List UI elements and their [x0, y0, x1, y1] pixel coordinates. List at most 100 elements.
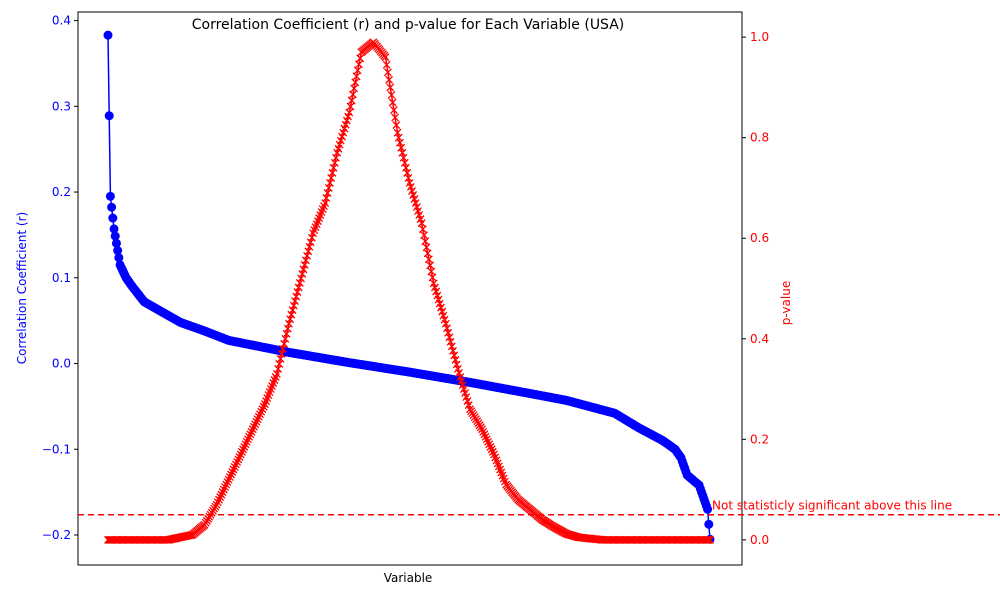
p-point: [303, 251, 312, 260]
p-point: [479, 427, 488, 436]
p-point: [253, 415, 262, 424]
p-point: [256, 410, 264, 419]
r-point: [703, 504, 713, 514]
p-point: [424, 255, 433, 264]
p-point: [286, 315, 295, 324]
p-point: [427, 267, 436, 276]
plot-frame: [77, 11, 743, 566]
p-point: [347, 96, 356, 105]
p-point: [187, 531, 196, 540]
p-point: [382, 60, 391, 69]
p-point: [254, 412, 263, 421]
p-point: [706, 535, 714, 544]
p-point: [217, 490, 226, 499]
series-r: [103, 30, 715, 544]
p-point: [301, 256, 310, 265]
p-point: [222, 480, 231, 489]
y-axis-left: −0.2 −0.1 0.0 0.1 0.2 0.3 0.4: [42, 14, 78, 542]
p-point: [417, 219, 426, 228]
p-point: [241, 440, 250, 449]
p-point: [258, 405, 267, 414]
p-point: [486, 442, 495, 451]
p-point: [221, 483, 229, 492]
p-point: [247, 427, 256, 436]
p-point: [345, 108, 354, 117]
y-right-tick-label: 0.0: [750, 533, 769, 547]
p-point: [480, 430, 489, 439]
p-point: [391, 113, 400, 122]
p-point: [389, 106, 398, 114]
p-point: [356, 54, 365, 63]
r-point: [108, 213, 118, 223]
p-point: [224, 475, 233, 484]
p-point: [219, 485, 228, 494]
r-point: [104, 111, 114, 121]
chart-title: Correlation Coefficient (r) and p-value …: [192, 17, 625, 33]
p-point: [451, 355, 460, 364]
p-point: [426, 261, 435, 270]
p-point: [259, 402, 268, 411]
p-point: [229, 465, 238, 474]
p-point: [444, 328, 453, 337]
p-point: [392, 121, 401, 130]
y-left-tick-label: 0.4: [52, 14, 71, 28]
p-point: [305, 242, 314, 251]
y-axis-right: 0.0 0.2 0.4 0.6 0.8 1.0: [742, 30, 769, 547]
p-point: [243, 435, 252, 444]
p-point: [300, 260, 309, 269]
p-point: [421, 237, 430, 246]
p-point: [423, 249, 432, 258]
p-point: [240, 442, 249, 451]
p-point: [236, 450, 245, 459]
p-point: [445, 333, 454, 342]
p-point: [233, 457, 242, 466]
p-point: [385, 75, 394, 84]
p-point: [257, 407, 266, 416]
r-point: [111, 238, 121, 248]
p-point: [251, 420, 260, 429]
threshold-line: Not statisticly significant above this l…: [78, 499, 1000, 516]
r-point: [103, 30, 113, 40]
p-point: [487, 445, 496, 454]
p-point: [248, 425, 257, 434]
y-left-tick-label: 0.2: [52, 185, 71, 199]
p-point: [446, 337, 455, 346]
y-right-tick-label: 0.2: [750, 432, 769, 446]
p-point: [482, 435, 491, 444]
p-point: [250, 422, 258, 431]
p-point: [703, 535, 712, 544]
p-point: [230, 463, 239, 471]
p-point: [289, 301, 298, 310]
threshold-label: Not statisticly significant above this l…: [712, 499, 952, 513]
p-point: [346, 102, 355, 111]
p-point: [422, 243, 431, 252]
y-left-tick-label: 0.1: [52, 271, 71, 285]
y-left-tick-label: −0.2: [42, 528, 71, 542]
p-point: [348, 90, 357, 99]
p-point: [213, 498, 222, 507]
p-point: [294, 283, 303, 292]
p-point: [228, 468, 237, 476]
p-point: [353, 66, 362, 75]
p-point: [223, 478, 232, 487]
p-point: [246, 430, 255, 439]
p-point: [485, 440, 494, 449]
p-point: [420, 231, 429, 240]
p-point: [702, 535, 711, 544]
r-point: [107, 202, 117, 212]
series-r-line: [107, 35, 711, 540]
p-point: [447, 342, 456, 351]
r-point: [114, 253, 124, 263]
series-p: [104, 38, 714, 544]
r-point: [110, 231, 120, 241]
p-point: [481, 432, 490, 441]
p-point: [704, 535, 713, 544]
p-point: [239, 445, 248, 454]
p-point: [306, 238, 315, 247]
p-point: [242, 437, 251, 446]
p-point: [212, 500, 221, 509]
p-point: [351, 78, 360, 87]
x-axis-label: Variable: [384, 571, 433, 585]
p-point: [350, 84, 359, 93]
p-point: [418, 225, 427, 234]
